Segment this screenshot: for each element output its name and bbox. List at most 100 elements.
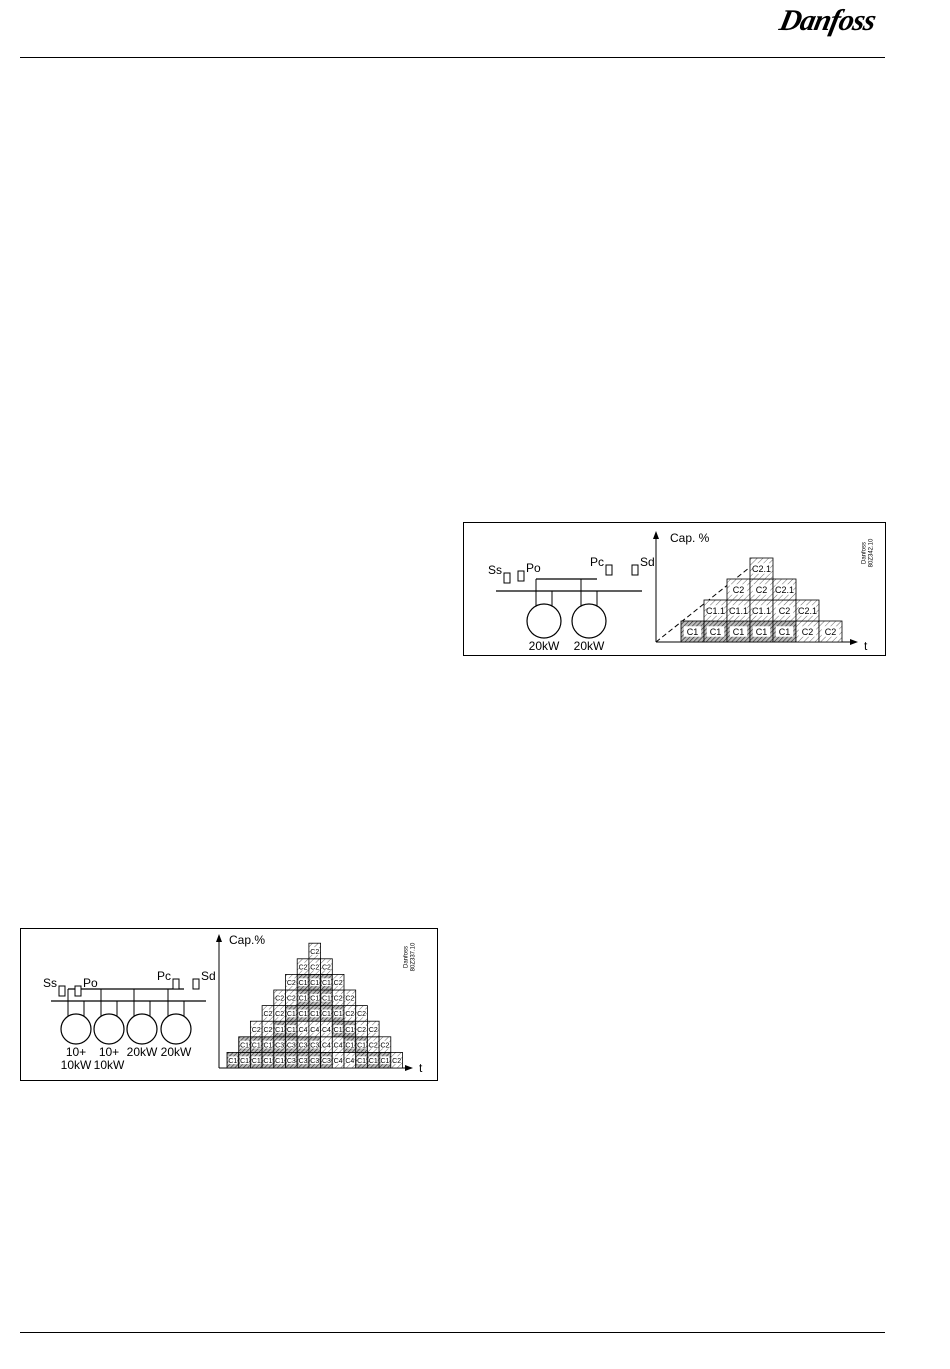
compressor-label: 10kW <box>94 1058 125 1072</box>
sensor-label: Po <box>83 976 98 990</box>
block-label: C1 <box>334 1027 343 1034</box>
block-label: C1 <box>322 1011 331 1018</box>
label-bg <box>345 1025 355 1033</box>
label-bg <box>298 993 308 1002</box>
block-label: C1 <box>240 1058 249 1065</box>
block-label: C1 <box>756 627 768 637</box>
block-label: C2 <box>392 1058 401 1065</box>
compressor-label: 20kW <box>127 1045 158 1059</box>
compressor-label: 10+ <box>99 1045 119 1059</box>
label-bg <box>263 1025 273 1033</box>
axis-label: Cap.% <box>229 933 265 947</box>
block-label: C3 <box>287 1058 296 1065</box>
label-bg <box>322 962 331 971</box>
block-label: C2 <box>357 1011 366 1018</box>
block-label: C1.1 <box>752 606 771 616</box>
block-label: C2 <box>299 964 308 971</box>
block-label: C1.1 <box>729 606 748 616</box>
block-label: C1 <box>357 1058 366 1065</box>
label-bg <box>345 1040 355 1049</box>
label-bg <box>275 1056 285 1065</box>
block-label: C2 <box>733 585 745 595</box>
sensor <box>517 570 525 582</box>
block-label: C2 <box>357 1027 366 1034</box>
label-bg <box>263 1009 273 1018</box>
block-label: C4 <box>345 1058 354 1065</box>
label-bg <box>286 1025 296 1033</box>
compressor <box>126 1013 158 1045</box>
label-bg <box>729 626 748 637</box>
axis-label: t <box>419 1061 423 1075</box>
arrow <box>216 934 222 942</box>
label-bg <box>380 1040 390 1049</box>
label-bg <box>729 584 748 595</box>
block-label: C2 <box>310 949 319 956</box>
sensor <box>631 564 639 576</box>
label-bg <box>286 978 296 987</box>
block-label: C4 <box>310 1027 319 1034</box>
sensor-label: Ss <box>488 563 502 577</box>
label-bg <box>228 1056 238 1065</box>
label-bg <box>392 1056 402 1065</box>
block-label: C2 <box>263 1027 272 1034</box>
arrow <box>850 639 858 645</box>
label-bg <box>310 962 320 971</box>
footer-rule <box>20 1332 885 1333</box>
block-label: C1 <box>228 1058 237 1065</box>
label-bg <box>333 1009 343 1018</box>
compressor <box>526 603 562 639</box>
label-bg <box>706 626 725 637</box>
label-bg <box>263 1040 273 1049</box>
label-bg <box>345 1056 355 1065</box>
block-label: C2 <box>369 1042 378 1049</box>
compressor-label: 10kW <box>61 1058 92 1072</box>
block-label: C2 <box>380 1042 389 1049</box>
label-bg <box>729 605 748 616</box>
block-label: C1 <box>345 1042 354 1049</box>
header-rule <box>20 57 885 58</box>
sensor <box>192 978 200 990</box>
block-label: C1 <box>299 1011 308 1018</box>
block-label: C1 <box>310 996 319 1003</box>
arrow <box>653 531 659 539</box>
label-bg <box>368 1040 378 1049</box>
label-bg <box>821 626 840 637</box>
block-label: C4 <box>334 1042 343 1049</box>
block-label: C2.1 <box>752 564 771 574</box>
compressor <box>93 1013 125 1045</box>
block-label: C2 <box>345 996 354 1003</box>
block-label: C1 <box>357 1042 366 1049</box>
label-bg <box>298 1009 308 1018</box>
block-label: C2 <box>322 964 331 971</box>
label-bg <box>322 1009 331 1018</box>
label-bg <box>357 1025 366 1033</box>
block-label: C2.1 <box>775 585 794 595</box>
compressor-label: 10+ <box>66 1045 86 1059</box>
sensor <box>605 564 613 576</box>
block-label: C3 <box>310 1058 319 1065</box>
label-bg <box>275 993 285 1002</box>
axis-label: Cap. % <box>670 531 710 545</box>
label-bg <box>345 1009 355 1018</box>
label-bg <box>251 1040 261 1049</box>
block-label: C1 <box>240 1042 249 1049</box>
block-label: C2 <box>756 585 768 595</box>
compressor <box>160 1013 192 1045</box>
label-bg <box>333 993 343 1002</box>
label-bg <box>345 993 355 1002</box>
label-bg <box>322 993 331 1002</box>
label-bg <box>322 978 331 987</box>
label-bg <box>298 1040 308 1049</box>
sensor <box>503 572 511 584</box>
sensor <box>74 985 82 997</box>
block-label: C1 <box>345 1027 354 1034</box>
label-bg <box>798 626 817 637</box>
block-label: C3 <box>299 1042 308 1049</box>
block-label: C1 <box>287 1011 296 1018</box>
label-bg <box>286 993 296 1002</box>
block-label: C1.1 <box>706 606 725 616</box>
label-bg <box>298 962 308 971</box>
label-bg <box>310 1009 320 1018</box>
label-bg <box>333 978 343 987</box>
